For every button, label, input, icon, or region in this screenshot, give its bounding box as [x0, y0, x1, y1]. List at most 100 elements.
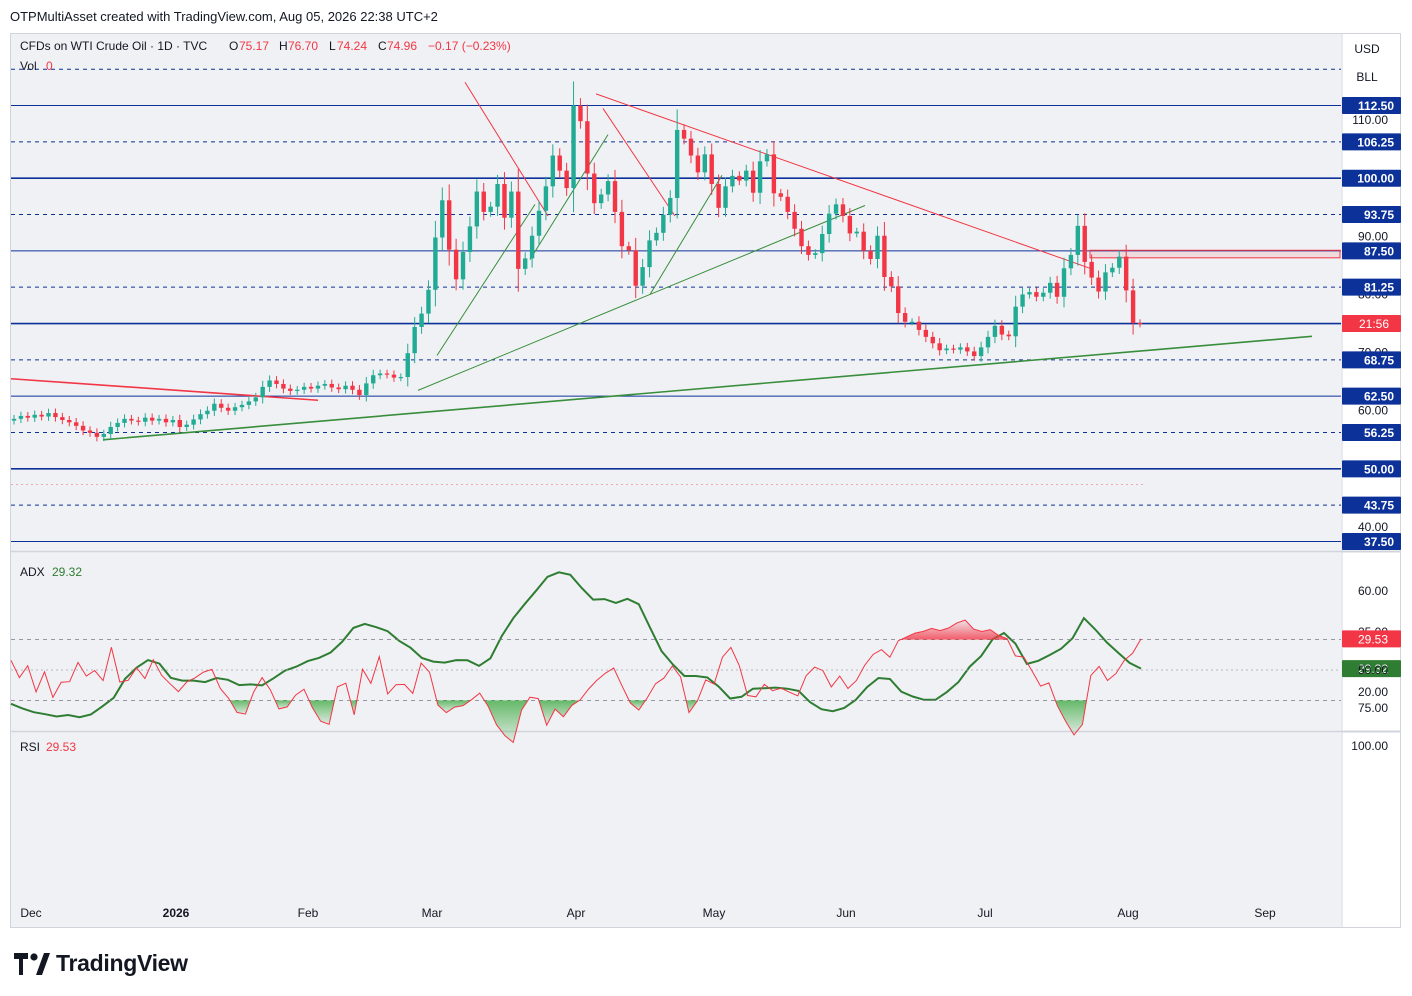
candle[interactable] [453, 238, 459, 291]
candle[interactable] [1103, 264, 1108, 300]
candle[interactable] [785, 189, 790, 220]
candle[interactable] [674, 109, 680, 219]
candle[interactable] [923, 324, 929, 343]
candle[interactable] [688, 130, 694, 164]
candle[interactable] [87, 426, 93, 437]
candle[interactable] [177, 414, 182, 433]
price-level-tag[interactable]: 112.50 [1342, 97, 1401, 115]
candle[interactable] [654, 227, 659, 246]
candle[interactable] [184, 420, 189, 432]
candle[interactable] [612, 169, 618, 224]
candle[interactable] [295, 386, 300, 395]
candle[interactable] [129, 414, 134, 425]
candle[interactable] [605, 174, 611, 202]
candle[interactable] [902, 307, 908, 328]
candle[interactable] [578, 98, 583, 129]
candle[interactable] [1075, 215, 1081, 266]
candle[interactable] [495, 174, 500, 216]
price-level-tag[interactable]: 81.25 [1342, 278, 1401, 296]
candle[interactable] [170, 415, 176, 427]
candle[interactable] [972, 346, 977, 361]
candle[interactable] [833, 198, 839, 220]
candle[interactable] [301, 382, 307, 394]
rsi-line[interactable] [10, 619, 1142, 744]
candle[interactable] [640, 258, 645, 294]
candle[interactable] [861, 223, 866, 260]
candle[interactable] [1130, 278, 1136, 335]
candle[interactable] [536, 201, 542, 246]
trend-line-red[interactable] [464, 82, 549, 217]
unit-label-bll[interactable]: BLL [1356, 70, 1378, 84]
price-level-tag[interactable]: 43.75 [1342, 496, 1401, 514]
candle[interactable] [467, 216, 473, 262]
candle[interactable] [1096, 270, 1101, 299]
candle[interactable] [875, 226, 880, 269]
candle[interactable] [944, 344, 949, 355]
candle[interactable] [274, 376, 279, 389]
candle[interactable] [813, 249, 818, 259]
candle[interactable] [916, 316, 922, 336]
price-level-tag[interactable]: 62.50 [1342, 387, 1401, 405]
candle[interactable] [143, 413, 148, 427]
candle[interactable] [419, 306, 424, 334]
candle[interactable] [481, 182, 486, 221]
candle[interactable] [191, 414, 196, 430]
adx-value-tag[interactable]: 29.32 [1342, 660, 1401, 678]
candle[interactable] [771, 141, 777, 207]
candle[interactable] [474, 179, 480, 239]
candle[interactable] [205, 406, 210, 419]
candle[interactable] [799, 220, 804, 255]
candle[interactable] [1013, 295, 1018, 348]
candle[interactable] [737, 171, 742, 186]
candle[interactable] [219, 399, 224, 413]
candle[interactable] [343, 381, 348, 394]
candle[interactable] [557, 148, 562, 178]
trend-line-green[interactable] [649, 175, 723, 295]
rsi-value-tag[interactable]: 29.53 [1342, 630, 1401, 648]
candle[interactable] [1020, 287, 1025, 314]
candle[interactable] [619, 199, 625, 259]
candle[interactable] [509, 181, 514, 228]
candle[interactable] [156, 414, 162, 425]
candle[interactable] [522, 252, 528, 275]
candle[interactable] [25, 412, 31, 422]
candle[interactable] [502, 172, 507, 230]
candle[interactable] [198, 409, 203, 425]
candle[interactable] [1110, 263, 1115, 278]
candle[interactable] [1089, 254, 1094, 286]
candle[interactable] [951, 344, 956, 354]
candle[interactable] [371, 369, 376, 389]
candle[interactable] [1082, 213, 1087, 275]
candle[interactable] [60, 412, 65, 425]
trend-line-green[interactable] [417, 205, 866, 391]
candle[interactable] [440, 187, 445, 251]
candle[interactable] [847, 208, 853, 242]
candle[interactable] [840, 197, 846, 223]
candle[interactable] [1027, 288, 1032, 299]
candle[interactable] [681, 124, 687, 145]
candle[interactable] [668, 190, 673, 223]
price-level-tag[interactable]: 93.75 [1342, 206, 1401, 224]
candle[interactable] [543, 176, 549, 221]
candle[interactable] [695, 147, 701, 181]
price-level-tag[interactable]: 87.50 [1342, 242, 1401, 260]
candle[interactable] [1047, 276, 1053, 299]
candle[interactable] [246, 397, 252, 410]
candle[interactable] [985, 330, 991, 354]
trend-line-red[interactable] [602, 108, 676, 217]
candle[interactable] [412, 316, 417, 364]
candle[interactable] [281, 379, 286, 394]
candle[interactable] [778, 188, 783, 202]
candle[interactable] [232, 402, 238, 416]
candle[interactable] [868, 245, 873, 265]
candle[interactable] [937, 338, 942, 356]
trend-line-red[interactable] [10, 377, 319, 402]
candle[interactable] [1117, 250, 1122, 274]
candle[interactable] [225, 403, 231, 415]
candle[interactable] [598, 188, 604, 209]
candle[interactable] [1137, 319, 1143, 328]
candle[interactable] [854, 227, 859, 238]
candle[interactable] [377, 369, 383, 380]
candle[interactable] [253, 392, 258, 406]
